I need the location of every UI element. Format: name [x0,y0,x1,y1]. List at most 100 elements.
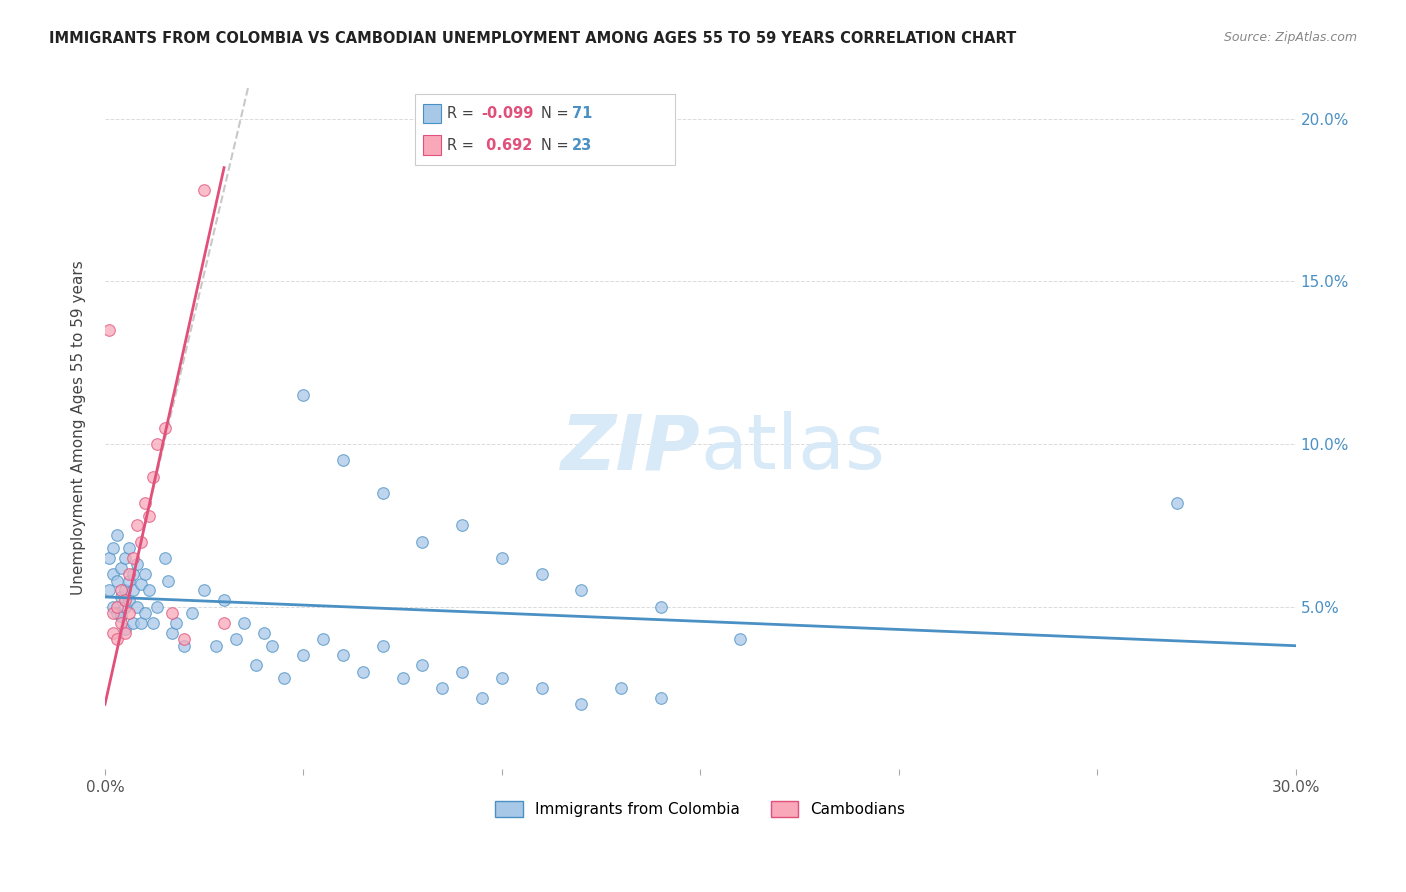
Point [114,625,136,640]
Point [118,574,141,588]
Point [114,623,136,637]
Point [145,599,167,614]
Point [411,658,433,673]
Point [153,550,176,565]
Point [650,690,672,705]
Point [145,437,167,451]
Text: 23: 23 [572,137,592,153]
Point [471,690,494,705]
Point [371,486,394,500]
Point [134,567,156,582]
Point [371,639,394,653]
Point [153,421,176,435]
Point [101,606,124,620]
Point [491,671,513,685]
Point [129,577,152,591]
Point [1166,495,1188,509]
Point [352,665,374,679]
Point [273,671,295,685]
Point [101,567,124,582]
Point [157,574,180,588]
Point [134,606,156,620]
Text: 71: 71 [572,106,592,121]
Point [125,599,148,614]
Point [121,583,143,598]
Point [97,323,120,337]
Point [205,639,228,653]
Text: IMMIGRANTS FROM COLOMBIA VS CAMBODIAN UNEMPLOYMENT AMONG AGES 55 TO 59 YEARS COR: IMMIGRANTS FROM COLOMBIA VS CAMBODIAN UN… [49,31,1017,46]
Point [225,632,247,647]
Point [110,583,132,598]
Point [118,606,141,620]
Legend: Immigrants from Colombia, Cambodians: Immigrants from Colombia, Cambodians [489,795,911,823]
Point [569,698,592,712]
Point [212,615,235,630]
Point [110,560,132,574]
Point [165,615,187,630]
Point [121,550,143,565]
Point [451,665,474,679]
Point [118,593,141,607]
Point [105,528,128,542]
Text: -0.099: -0.099 [481,106,533,121]
Point [292,648,315,663]
Text: R =: R = [447,106,478,121]
Point [105,632,128,647]
Point [162,625,184,640]
Point [121,567,143,582]
Point [114,550,136,565]
Point [142,469,165,483]
Point [432,681,454,695]
Point [101,625,124,640]
Point [105,599,128,614]
Point [173,632,195,647]
Point [138,583,160,598]
Point [121,615,143,630]
Point [129,615,152,630]
Point [118,567,141,582]
Text: N =: N = [541,137,574,153]
Point [97,583,120,598]
Point [129,534,152,549]
Point [245,658,267,673]
Point [125,558,148,572]
Point [114,593,136,607]
Point [114,599,136,614]
Point [101,541,124,556]
Text: 0.692: 0.692 [481,137,533,153]
Point [569,583,592,598]
Point [728,632,751,647]
Point [193,183,215,197]
Point [530,681,553,695]
Point [451,518,474,533]
Point [391,671,413,685]
Point [110,590,132,604]
Point [193,583,215,598]
Point [110,615,132,630]
Point [125,518,148,533]
Point [332,453,354,467]
Point [491,550,513,565]
Point [332,648,354,663]
Point [97,550,120,565]
Point [138,508,160,523]
Point [650,599,672,614]
Point [114,583,136,598]
Point [173,639,195,653]
Point [181,606,204,620]
Point [312,632,335,647]
Point [162,606,184,620]
Text: Source: ZipAtlas.com: Source: ZipAtlas.com [1223,31,1357,45]
Point [411,534,433,549]
Point [610,681,633,695]
Point [260,639,283,653]
Point [292,388,315,402]
Point [212,593,235,607]
Text: N =: N = [541,106,574,121]
Point [134,495,156,509]
Point [142,615,165,630]
Point [101,599,124,614]
Point [105,606,128,620]
Point [253,625,276,640]
Text: ZIP: ZIP [561,411,700,485]
